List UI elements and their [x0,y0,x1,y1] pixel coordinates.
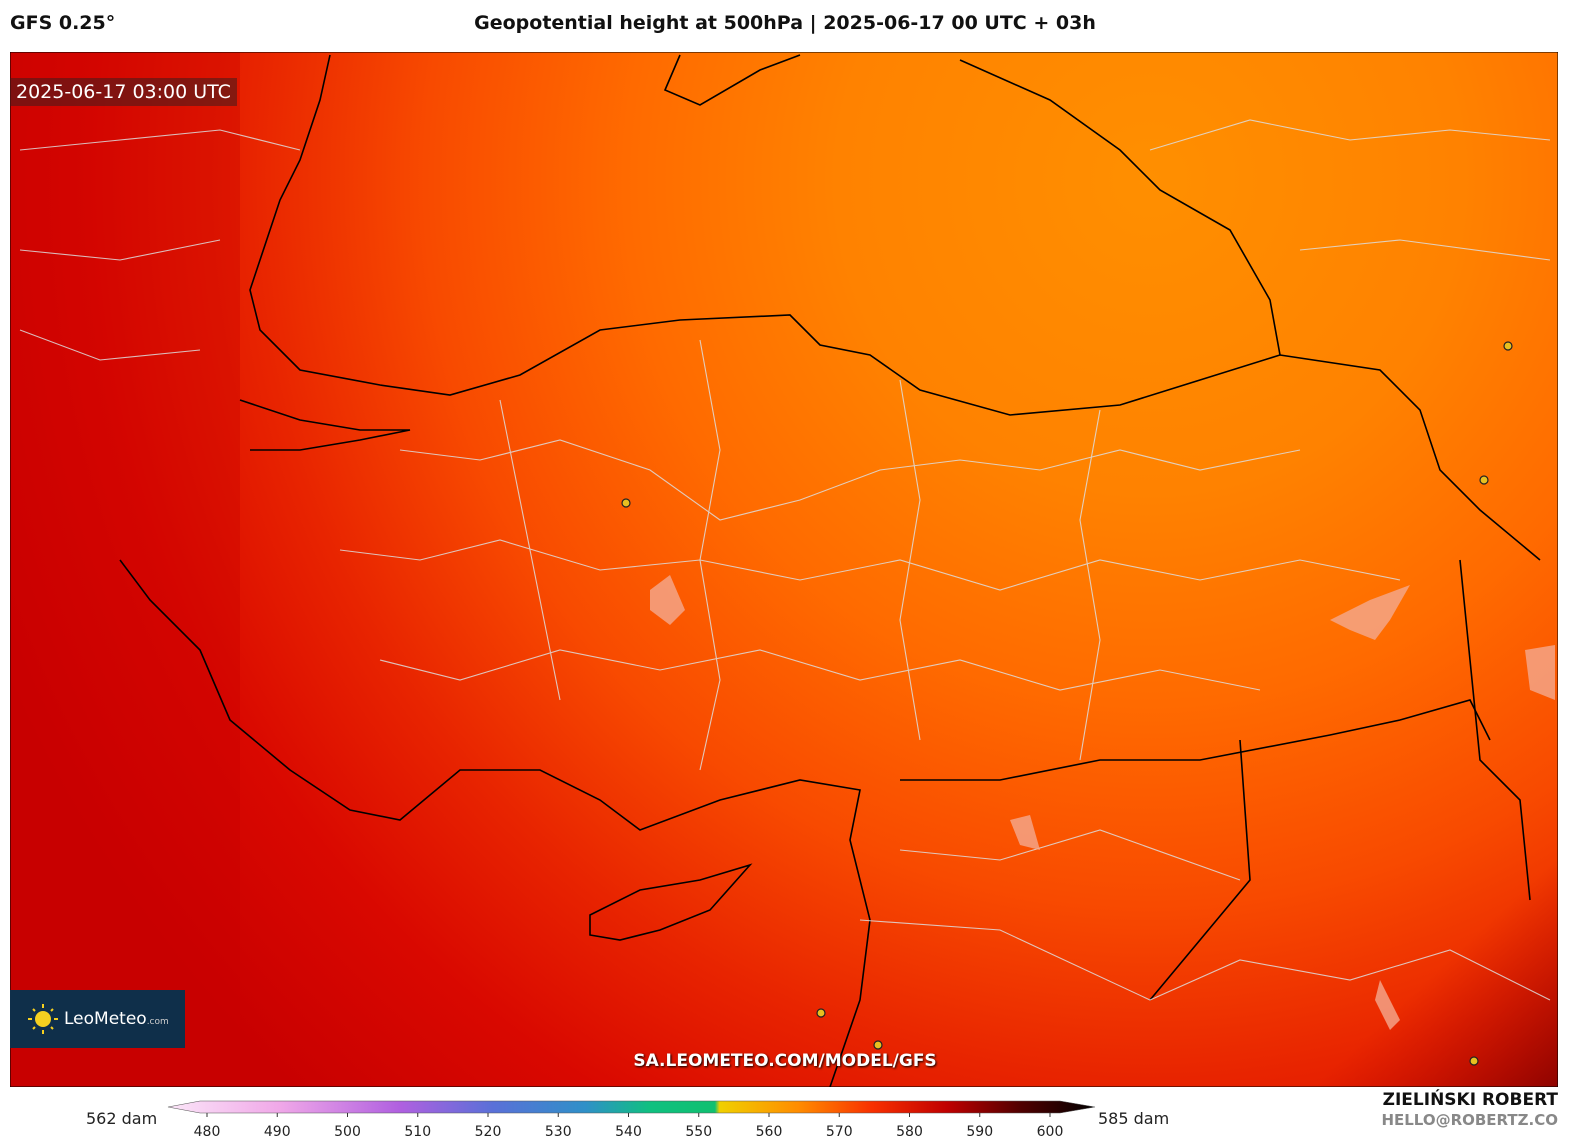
colorbar-tick-label: 520 [475,1124,502,1140]
colorbar-tick-label: 580 [896,1124,923,1140]
colorbar-tick-label: 490 [264,1124,291,1140]
author: ZIELIŃSKI ROBERT [1382,1090,1558,1110]
colorbar-tick-label: 590 [966,1124,993,1140]
colorbar-min-label: 562 dam [86,1109,158,1128]
colorbar-max-label: 585 dam [1098,1109,1170,1128]
logo-suffix: .com [146,1016,169,1027]
author-email: HELLO@ROBERTZ.CO [1381,1111,1558,1129]
colorbar-tick-label: 540 [615,1124,642,1140]
colorbar-tick-label: 510 [404,1124,431,1140]
map [10,52,1558,1087]
colorbar-tick-label: 550 [685,1124,712,1140]
logo-sun [28,1004,58,1034]
colorbar-tick-label: 570 [826,1124,853,1140]
logo: LeoMeteo .com [10,990,185,1048]
colorbar-ramp [167,1100,1096,1114]
model-name: GFS 0.25° [10,12,116,34]
colorbar-tick-label: 530 [545,1124,572,1140]
logo-text: LeoMeteo [64,1009,147,1029]
chart-title: Geopotential height at 500hPa | 2025-06-… [474,12,1096,34]
colorbar: 480 490 500 510 520 530 540 550 560 570 580 590 600 [167,1100,1096,1140]
colorbar-tick-label: 480 [194,1124,221,1140]
timestamp: 2025-06-17 03:00 UTC [10,78,237,106]
colorbar-tick-label: 500 [334,1124,361,1140]
colorbar-tick-label: 560 [756,1124,783,1140]
colorbar-tick-label: 600 [1037,1124,1064,1140]
source-url: SA.LEOMETEO.COM/MODEL/GFS [633,1051,937,1071]
